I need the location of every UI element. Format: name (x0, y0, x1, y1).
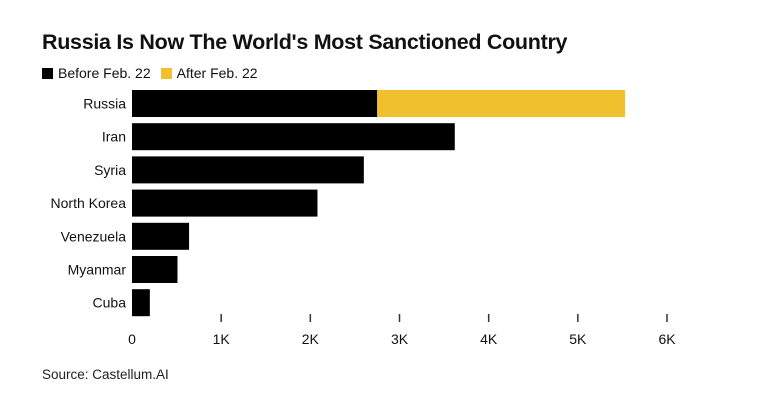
category-label-iran: Iran (102, 129, 126, 145)
x-tick-label-2K: 2K (302, 331, 320, 347)
bar-north-korea-before (132, 189, 318, 217)
category-label-syria: Syria (94, 162, 126, 178)
legend-label-after: After Feb. 22 (176, 65, 258, 81)
bar-venezuela-before (132, 222, 190, 250)
x-tick-label-5K: 5K (569, 331, 587, 347)
x-tick-label-0: 0 (128, 331, 136, 347)
legend-swatch-after (160, 67, 172, 79)
bar-iran-before (132, 123, 455, 151)
bar-chart: Russia Iran Syria North Korea Venezuela Myanm… (51, 90, 676, 347)
bar-russia-after (377, 90, 626, 117)
legend: Before Feb. 22 After Feb. 22 (42, 65, 268, 81)
legend-item-before: Before Feb. 22 (42, 65, 151, 81)
category-label-cuba: Cuba (93, 295, 127, 311)
bar-syria-before (132, 156, 364, 184)
category-label-russia: Russia (83, 96, 126, 112)
x-tick-label-3K: 3K (391, 331, 409, 347)
legend-swatch-before (42, 67, 53, 79)
bar-russia-before (132, 90, 378, 117)
category-label-myanmar: Myanmar (68, 262, 127, 278)
source-note: Source: Castellum.AI (42, 367, 169, 382)
category-label-north-korea: North Korea (51, 195, 127, 211)
x-tick-label-6K: 6K (658, 331, 676, 347)
bar-cuba-before (132, 289, 150, 317)
x-tick-label-1K: 1K (213, 331, 231, 347)
legend-label-before: Before Feb. 22 (58, 65, 151, 81)
category-label-venezuela: Venezuela (61, 228, 127, 244)
chart-title: Russia Is Now The World's Most Sanctione… (42, 30, 568, 54)
x-tick-label-4K: 4K (480, 331, 498, 347)
bar-myanmar-before (132, 256, 178, 283)
legend-item-after: After Feb. 22 (160, 65, 258, 81)
